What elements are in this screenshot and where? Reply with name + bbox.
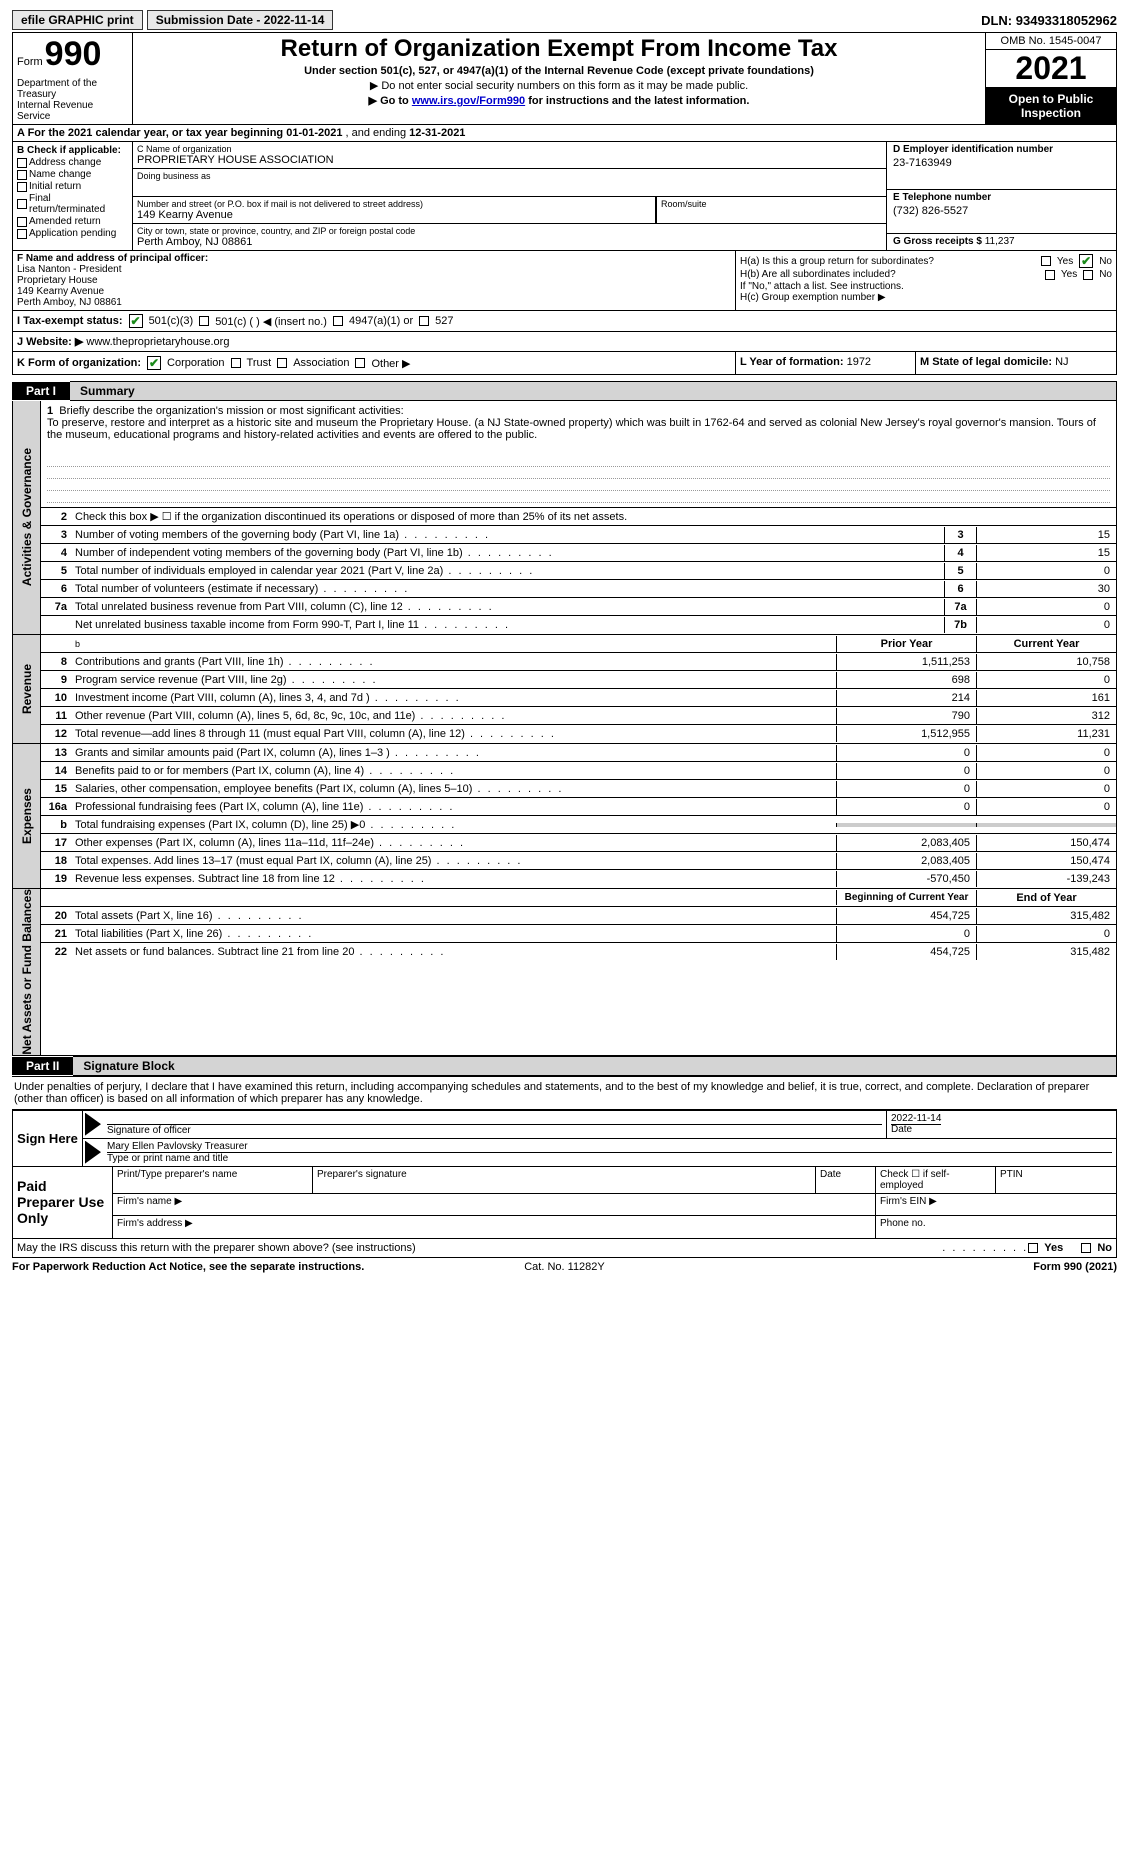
row-i-tax-status: I Tax-exempt status: ✔501(c)(3) 501(c) (… (12, 311, 1117, 332)
gov-line: 5Total number of individuals employed in… (41, 562, 1116, 580)
sig-date: 2022-11-14Date (886, 1111, 1116, 1138)
row-a-tax-year: A For the 2021 calendar year, or tax yea… (12, 125, 1117, 142)
hb-no[interactable] (1083, 270, 1093, 280)
data-line: 21Total liabilities (Part X, line 26)00 (41, 925, 1116, 943)
gross-cell: G Gross receipts $ 11,237 (887, 234, 1116, 249)
sig-officer: Signature of officer (103, 1111, 886, 1138)
chk-final-return[interactable] (17, 199, 27, 209)
vlabel-rev: Revenue (20, 664, 34, 714)
phone-cell: E Telephone number (732) 826-5527 (887, 190, 1116, 234)
chk-other[interactable] (355, 358, 365, 368)
discuss-no[interactable] (1081, 1243, 1091, 1253)
data-line: 15Salaries, other compensation, employee… (41, 780, 1116, 798)
chk-app-pending[interactable] (17, 229, 27, 239)
ha-yes[interactable] (1041, 256, 1051, 266)
data-line: 13Grants and similar amounts paid (Part … (41, 744, 1116, 762)
sig-name: Mary Ellen Pavlovsky TreasurerType or pr… (103, 1139, 1116, 1166)
room-cell: Room/suite (656, 197, 886, 224)
data-line: 17Other expenses (Part IX, column (A), l… (41, 834, 1116, 852)
chk-initial-return[interactable] (17, 182, 27, 192)
discuss-row: May the IRS discuss this return with the… (12, 1239, 1117, 1258)
data-line: 12Total revenue—add lines 8 through 11 (… (41, 725, 1116, 743)
col-b-checkboxes: B Check if applicable: Address change Na… (13, 142, 133, 250)
vlabel-gov: Activities & Governance (20, 448, 34, 586)
chk-address-change[interactable] (17, 158, 27, 168)
chk-527[interactable] (419, 316, 429, 326)
inspection-label: Open to Public Inspection (986, 88, 1116, 124)
row-j-website: J Website: ▶ www.theproprietaryhouse.org (12, 332, 1117, 352)
vlabel-exp: Expenses (20, 788, 34, 844)
chk-4947[interactable] (333, 316, 343, 326)
data-line: 18Total expenses. Add lines 13–17 (must … (41, 852, 1116, 870)
chk-501c3[interactable]: ✔ (129, 314, 143, 328)
data-line: 20Total assets (Part X, line 16)454,7253… (41, 907, 1116, 925)
data-line: bTotal fundraising expenses (Part IX, co… (41, 816, 1116, 834)
top-toolbar: efile GRAPHIC print Submission Date - 20… (12, 10, 1117, 30)
irs-link[interactable]: www.irs.gov/Form990 (412, 95, 525, 107)
form-note-2: ▶ Go to www.irs.gov/Form990 for instruct… (139, 94, 979, 107)
chk-name-change[interactable] (17, 170, 27, 180)
gov-line: Net unrelated business taxable income fr… (41, 616, 1116, 634)
street-cell: Number and street (or P.O. box if mail i… (133, 197, 655, 224)
data-line: 16aProfessional fundraising fees (Part I… (41, 798, 1116, 816)
paid-preparer-block: Paid Preparer Use Only Print/Type prepar… (12, 1167, 1117, 1239)
hb-yes[interactable] (1045, 270, 1055, 280)
org-name-cell: C Name of organization PROPRIETARY HOUSE… (133, 142, 886, 169)
data-line: 9Program service revenue (Part VIII, lin… (41, 671, 1116, 689)
form-number: 990 (45, 35, 102, 74)
row-k-org-form: K Form of organization: ✔Corporation Tru… (12, 352, 1117, 375)
form-subtitle: Under section 501(c), 527, or 4947(a)(1)… (139, 65, 979, 77)
page-footer: For Paperwork Reduction Act Notice, see … (12, 1258, 1117, 1276)
form-title: Return of Organization Exempt From Incom… (139, 35, 979, 63)
gov-line: 4Number of independent voting members of… (41, 544, 1116, 562)
net-header-row: Beginning of Current Year End of Year (41, 889, 1116, 907)
vlabel-net: Net Assets or Fund Balances (20, 889, 34, 1055)
activities-governance-section: Activities & Governance 1 Briefly descri… (12, 401, 1117, 635)
form-header: Form990 Department of the Treasury Inter… (12, 32, 1117, 125)
data-line: 8Contributions and grants (Part VIII, li… (41, 653, 1116, 671)
data-line: 14Benefits paid to or for members (Part … (41, 762, 1116, 780)
entity-block: B Check if applicable: Address change Na… (12, 142, 1117, 251)
chk-trust[interactable] (231, 358, 241, 368)
data-line: 10Investment income (Part VIII, column (… (41, 689, 1116, 707)
mission-block: 1 Briefly describe the organization's mi… (41, 401, 1116, 508)
part-1-header: Part I Summary (12, 381, 1117, 401)
row-f-h: F Name and address of principal officer:… (12, 251, 1117, 311)
chk-assoc[interactable] (277, 358, 287, 368)
part-2-header: Part II Signature Block (12, 1056, 1117, 1076)
discuss-yes[interactable] (1028, 1243, 1038, 1253)
dln: DLN: 93493318052962 (981, 13, 1117, 28)
chk-amended[interactable] (17, 217, 27, 227)
col-header-row: b Prior Year Current Year (41, 635, 1116, 653)
submission-date: Submission Date - 2022-11-14 (147, 10, 334, 30)
dept-label: Department of the Treasury Internal Reve… (17, 78, 128, 122)
city-cell: City or town, state or province, country… (133, 224, 886, 250)
expenses-section: Expenses 13Grants and similar amounts pa… (12, 744, 1117, 889)
gov-line: 7aTotal unrelated business revenue from … (41, 598, 1116, 616)
chk-corp[interactable]: ✔ (147, 356, 161, 370)
gov-line: 3Number of voting members of the governi… (41, 526, 1116, 544)
data-line: 11Other revenue (Part VIII, column (A), … (41, 707, 1116, 725)
net-assets-section: Net Assets or Fund Balances Beginning of… (12, 889, 1117, 1056)
chk-501c[interactable] (199, 316, 209, 326)
ha-no-checked[interactable]: ✔ (1079, 254, 1093, 268)
group-return-cell: H(a) Is this a group return for subordin… (736, 251, 1116, 310)
gov-line: 6Total number of volunteers (estimate if… (41, 580, 1116, 598)
omb-number: OMB No. 1545-0047 (986, 33, 1116, 50)
gov-line: 2Check this box ▶ ☐ if the organization … (41, 508, 1116, 526)
sign-here-block: Sign Here Signature of officer 2022-11-1… (12, 1110, 1117, 1167)
tax-year: 2021 (986, 50, 1116, 88)
ein-cell: D Employer identification number 23-7163… (887, 142, 1116, 190)
dba-cell: Doing business as (133, 169, 886, 197)
data-line: 19Revenue less expenses. Subtract line 1… (41, 870, 1116, 888)
efile-button[interactable]: efile GRAPHIC print (12, 10, 143, 30)
officer-cell: F Name and address of principal officer:… (13, 251, 736, 310)
signature-intro: Under penalties of perjury, I declare th… (12, 1076, 1117, 1110)
data-line: 22Net assets or fund balances. Subtract … (41, 943, 1116, 961)
form-word: Form (17, 56, 43, 68)
revenue-section: Revenue b Prior Year Current Year 8Contr… (12, 635, 1117, 744)
form-note-1: ▶ Do not enter social security numbers o… (139, 79, 979, 92)
